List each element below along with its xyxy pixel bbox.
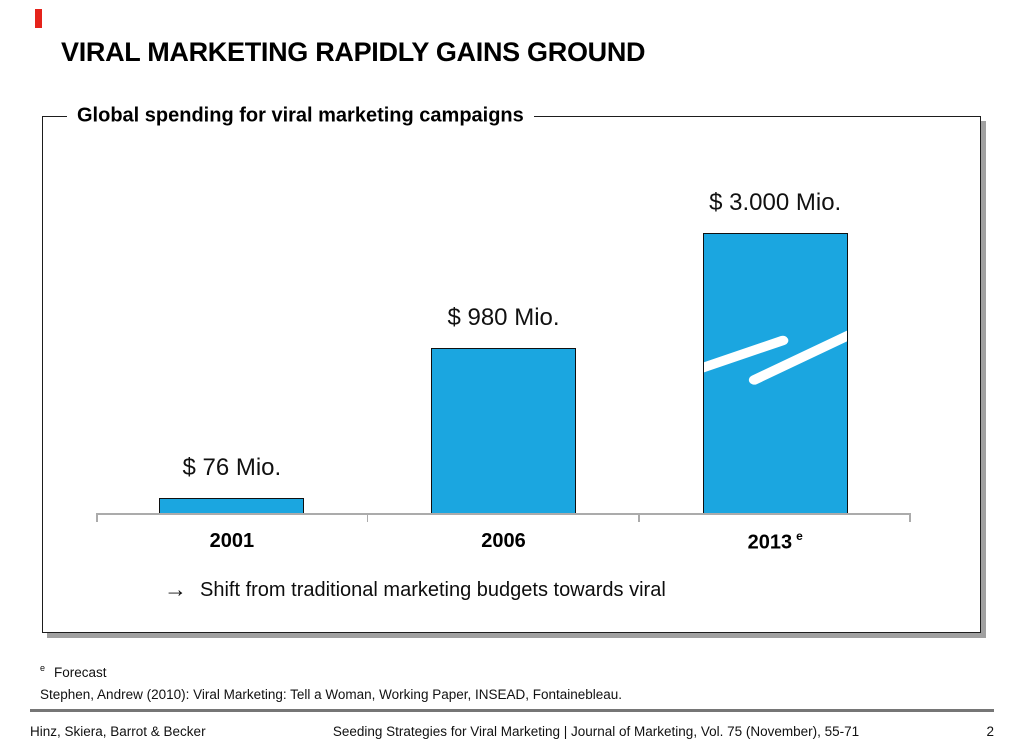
x-label-2001: 2001 — [209, 530, 255, 552]
x-label-2006: 2006 — [481, 530, 526, 552]
red-corner-mark — [35, 9, 42, 28]
x-label-2013: 2013 e — [639, 529, 911, 555]
bar-group-2006: $ 980 Mio. — [368, 189, 640, 514]
x-axis-labels: 2001 2006 2013 e — [96, 529, 911, 555]
bar-group-2001: $ 76 Mio. — [96, 189, 368, 514]
axis-tick — [909, 513, 911, 522]
value-label-2013: $ 3.000 Mio. — [709, 189, 842, 216]
x-label-2013-year: 2013 — [747, 531, 793, 554]
footer-divider — [30, 709, 994, 712]
axis-break-zigzag — [703, 330, 847, 385]
bar-2001 — [159, 498, 305, 514]
axis-tick — [96, 513, 98, 522]
value-label-2006: $ 980 Mio. — [447, 304, 560, 331]
takeaway-line: → Shift from traditional marketing budget… — [164, 576, 666, 603]
source-citation: Stephen, Andrew (2010): Viral Marketing:… — [40, 687, 623, 702]
axis-tick — [366, 513, 369, 522]
footnote-text: Forecast — [54, 664, 107, 680]
value-label-2001: $ 76 Mio. — [182, 454, 282, 481]
chart-title: Global spending for viral marketing camp… — [67, 104, 534, 128]
x-axis-baseline — [96, 513, 911, 522]
takeaway-text: Shift from traditional marketing budgets… — [200, 579, 666, 601]
footer: Hinz, Skiera, Barrot & Becker Seeding St… — [30, 724, 994, 739]
bar-chart: $ 76 Mio. $ 980 Mio. $ 3.000 Mio. — [96, 189, 911, 514]
axis-tick — [638, 513, 640, 522]
footer-publication: Seeding Strategies for Viral Marketing |… — [332, 724, 860, 739]
forecast-superscript: e — [796, 529, 803, 543]
footnote-marker: e — [40, 663, 46, 673]
footer-page-number: 2 — [986, 724, 994, 739]
bar-group-2013: $ 3.000 Mio. — [639, 189, 911, 514]
footnote-forecast: e Forecast — [40, 663, 107, 680]
right-arrow-icon: → — [164, 576, 187, 602]
footer-authors: Hinz, Skiera, Barrot & Becker — [30, 724, 206, 739]
chart-frame: Global spending for viral marketing camp… — [42, 104, 981, 633]
slide-title: VIRAL MARKETING RAPIDLY GAINS GROUND — [61, 37, 646, 67]
bar-2013 — [702, 233, 848, 514]
bar-2006 — [431, 348, 576, 514]
